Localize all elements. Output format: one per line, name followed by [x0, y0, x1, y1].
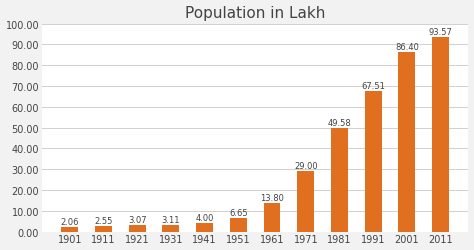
Text: 13.80: 13.80	[260, 193, 284, 202]
Bar	[399, 52, 415, 232]
Bar	[196, 224, 213, 232]
Text: 2.55: 2.55	[94, 216, 113, 225]
Bar	[432, 38, 449, 232]
Text: 4.00: 4.00	[195, 213, 214, 222]
Bar	[264, 203, 281, 232]
Text: 67.51: 67.51	[361, 82, 385, 90]
Bar	[297, 172, 314, 232]
Text: 86.40: 86.40	[395, 42, 419, 51]
Bar	[61, 228, 78, 232]
Bar	[331, 129, 348, 232]
Bar	[129, 225, 146, 232]
Text: 6.65: 6.65	[229, 208, 247, 217]
Text: 29.00: 29.00	[294, 162, 318, 170]
Bar	[95, 226, 112, 232]
Bar	[365, 92, 382, 232]
Text: 2.06: 2.06	[61, 217, 79, 226]
Text: 3.11: 3.11	[162, 215, 180, 224]
Text: 49.58: 49.58	[328, 119, 351, 128]
Text: 3.07: 3.07	[128, 215, 146, 224]
Bar	[163, 225, 179, 232]
Bar	[230, 218, 247, 232]
Title: Population in Lakh: Population in Lakh	[185, 6, 325, 20]
Text: 93.57: 93.57	[428, 28, 453, 36]
